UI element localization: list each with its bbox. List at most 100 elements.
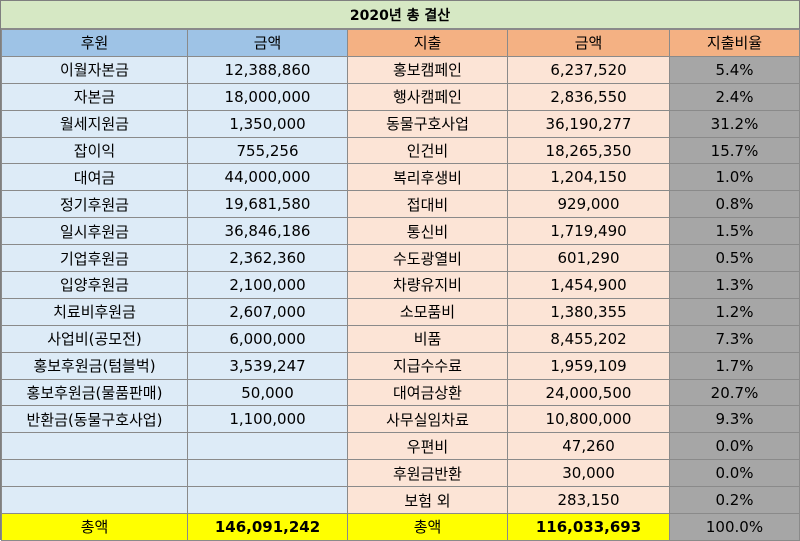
cell-ratio[interactable]: 1.2% — [669, 297, 800, 326]
cell-income-amount[interactable]: 1,100,000 — [187, 405, 348, 434]
cell-expense[interactable]: 보험 외 — [347, 486, 508, 515]
cell-income-amount[interactable]: 2,607,000 — [187, 297, 348, 326]
cell-ratio[interactable]: 0.0% — [669, 459, 800, 488]
cell-ratio[interactable]: 1.0% — [669, 163, 800, 192]
cell-expense[interactable]: 수도광열비 — [347, 244, 508, 273]
cell-expense[interactable]: 차량유지비 — [347, 271, 508, 299]
header-expense[interactable]: 지출 — [347, 29, 508, 57]
cell-expense-amount[interactable]: 36,190,277 — [507, 109, 670, 138]
cell-income-amount[interactable]: 1,350,000 — [187, 109, 348, 138]
cell-income[interactable]: 잡이익 — [1, 136, 188, 165]
cell-expense[interactable]: 접대비 — [347, 190, 508, 219]
cell-income[interactable]: 홍보후원금(물품판매) — [1, 378, 188, 407]
total-expense-amount[interactable]: 116,033,693 — [507, 513, 670, 541]
cell-income[interactable]: 치료비후원금 — [1, 297, 188, 326]
header-expense-amount[interactable]: 금액 — [507, 29, 670, 57]
cell-expense-amount[interactable]: 6,237,520 — [507, 55, 670, 84]
header-income-amount[interactable]: 금액 — [187, 29, 348, 57]
cell-income[interactable] — [1, 486, 188, 515]
header-income[interactable]: 후원 — [1, 29, 188, 57]
table-row: 이월자본금 12,388,860 홍보캠페인 6,237,520 5.4% — [1, 55, 800, 84]
cell-ratio[interactable]: 20.7% — [669, 378, 800, 407]
cell-income[interactable]: 일시후원금 — [1, 217, 188, 246]
cell-ratio[interactable]: 5.4% — [669, 55, 800, 84]
cell-expense[interactable]: 사무실임차료 — [347, 405, 508, 434]
cell-income[interactable] — [1, 459, 188, 488]
cell-income[interactable]: 월세지원금 — [1, 109, 188, 138]
total-expense-label[interactable]: 총액 — [347, 513, 508, 541]
cell-expense[interactable]: 복리후생비 — [347, 163, 508, 192]
cell-expense[interactable]: 소모품비 — [347, 297, 508, 326]
cell-income-amount[interactable]: 755,256 — [187, 136, 348, 165]
cell-income-amount[interactable]: 3,539,247 — [187, 351, 348, 380]
cell-expense-amount[interactable]: 30,000 — [507, 459, 670, 488]
cell-income-amount[interactable]: 6,000,000 — [187, 324, 348, 353]
cell-income[interactable]: 자본금 — [1, 82, 188, 111]
cell-ratio[interactable]: 0.5% — [669, 244, 800, 273]
cell-income[interactable] — [1, 432, 188, 461]
cell-expense-amount[interactable]: 18,265,350 — [507, 136, 670, 165]
cell-income-amount[interactable]: 44,000,000 — [187, 163, 348, 192]
cell-expense[interactable]: 인건비 — [347, 136, 508, 165]
cell-income-amount[interactable]: 18,000,000 — [187, 82, 348, 111]
table-row: 우편비 47,260 0.0% — [1, 432, 800, 461]
cell-ratio[interactable]: 2.4% — [669, 82, 800, 111]
cell-income[interactable]: 이월자본금 — [1, 55, 188, 84]
cell-income[interactable]: 홍보후원금(텀블벅) — [1, 351, 188, 380]
cell-ratio[interactable]: 1.5% — [669, 217, 800, 246]
cell-income-amount[interactable] — [187, 459, 348, 488]
cell-income-amount[interactable] — [187, 486, 348, 515]
cell-expense-amount[interactable]: 8,455,202 — [507, 324, 670, 353]
cell-expense[interactable]: 통신비 — [347, 217, 508, 246]
cell-expense[interactable]: 행사캠페인 — [347, 82, 508, 111]
cell-expense[interactable]: 후원금반환 — [347, 459, 508, 488]
cell-expense[interactable]: 비품 — [347, 324, 508, 353]
cell-income-amount[interactable]: 36,846,186 — [187, 217, 348, 246]
cell-income-amount[interactable] — [187, 432, 348, 461]
total-ratio[interactable]: 100.0% — [669, 513, 800, 541]
table-row: 자본금 18,000,000 행사캠페인 2,836,550 2.4% — [1, 82, 800, 111]
cell-expense-amount[interactable]: 929,000 — [507, 190, 670, 219]
cell-expense-amount[interactable]: 283,150 — [507, 486, 670, 515]
cell-income-amount[interactable]: 2,362,360 — [187, 244, 348, 273]
cell-expense-amount[interactable]: 1,454,900 — [507, 271, 670, 299]
cell-income[interactable]: 입양후원금 — [1, 271, 188, 299]
cell-expense-amount[interactable]: 601,290 — [507, 244, 670, 273]
cell-expense[interactable]: 대여금상환 — [347, 378, 508, 407]
cell-income[interactable]: 반환금(동물구호사업) — [1, 405, 188, 434]
cell-ratio[interactable]: 7.3% — [669, 324, 800, 353]
total-income-label[interactable]: 총액 — [1, 513, 188, 541]
cell-expense[interactable]: 지급수수료 — [347, 351, 508, 380]
cell-expense-amount[interactable]: 1,380,355 — [507, 297, 670, 326]
cell-ratio[interactable]: 0.8% — [669, 190, 800, 219]
cell-ratio[interactable]: 31.2% — [669, 109, 800, 138]
cell-expense-amount[interactable]: 10,800,000 — [507, 405, 670, 434]
cell-income[interactable]: 정기후원금 — [1, 190, 188, 219]
cell-income[interactable]: 사업비(공모전) — [1, 324, 188, 353]
cell-income-amount[interactable]: 19,681,580 — [187, 190, 348, 219]
cell-expense-amount[interactable]: 2,836,550 — [507, 82, 670, 111]
cell-income[interactable]: 대여금 — [1, 163, 188, 192]
cell-expense[interactable]: 우편비 — [347, 432, 508, 461]
cell-expense-amount[interactable]: 47,260 — [507, 432, 670, 461]
cell-ratio[interactable]: 0.2% — [669, 486, 800, 515]
header-ratio[interactable]: 지출비율 — [669, 29, 800, 57]
total-income-amount[interactable]: 146,091,242 — [187, 513, 348, 541]
cell-expense-amount[interactable]: 1,719,490 — [507, 217, 670, 246]
cell-ratio[interactable]: 15.7% — [669, 136, 800, 165]
cell-expense-amount[interactable]: 24,000,500 — [507, 378, 670, 407]
cell-income[interactable]: 기업후원금 — [1, 244, 188, 273]
cell-expense-amount[interactable]: 1,204,150 — [507, 163, 670, 192]
cell-expense[interactable]: 홍보캠페인 — [347, 55, 508, 84]
table-body: 이월자본금 12,388,860 홍보캠페인 6,237,520 5.4% 자본금 18,0… — [1, 55, 800, 515]
table-row: 보험 외 283,150 0.2% — [1, 486, 800, 515]
cell-income-amount[interactable]: 12,388,860 — [187, 55, 348, 84]
cell-ratio[interactable]: 1.3% — [669, 271, 800, 299]
cell-expense[interactable]: 동물구호사업 — [347, 109, 508, 138]
cell-income-amount[interactable]: 50,000 — [187, 378, 348, 407]
cell-expense-amount[interactable]: 1,959,109 — [507, 351, 670, 380]
cell-ratio[interactable]: 0.0% — [669, 432, 800, 461]
cell-income-amount[interactable]: 2,100,000 — [187, 271, 348, 299]
cell-ratio[interactable]: 9.3% — [669, 405, 800, 434]
cell-ratio[interactable]: 1.7% — [669, 351, 800, 380]
